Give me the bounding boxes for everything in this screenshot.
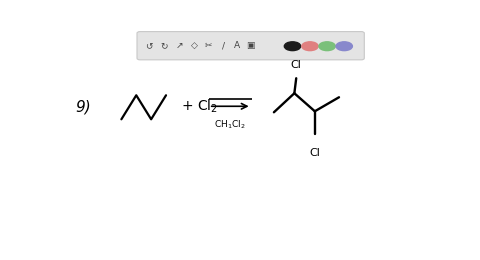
Circle shape — [284, 42, 300, 51]
Text: ↺: ↺ — [145, 41, 153, 50]
Text: 9): 9) — [75, 100, 91, 115]
FancyBboxPatch shape — [137, 32, 364, 60]
Text: ↻: ↻ — [160, 41, 168, 50]
Text: Cl: Cl — [310, 148, 320, 158]
Text: ✂: ✂ — [205, 41, 213, 50]
Text: A: A — [234, 41, 240, 50]
Text: + Cl$_2$: + Cl$_2$ — [181, 98, 218, 115]
Text: ▣: ▣ — [247, 41, 255, 50]
Circle shape — [319, 42, 335, 51]
Circle shape — [336, 42, 352, 51]
Circle shape — [302, 42, 318, 51]
Text: Cl: Cl — [291, 60, 301, 70]
Text: CH$_1$Cl$_2$: CH$_1$Cl$_2$ — [214, 118, 246, 131]
Text: ↗: ↗ — [175, 41, 183, 50]
Text: /: / — [222, 41, 225, 50]
Text: ◇: ◇ — [191, 41, 197, 50]
